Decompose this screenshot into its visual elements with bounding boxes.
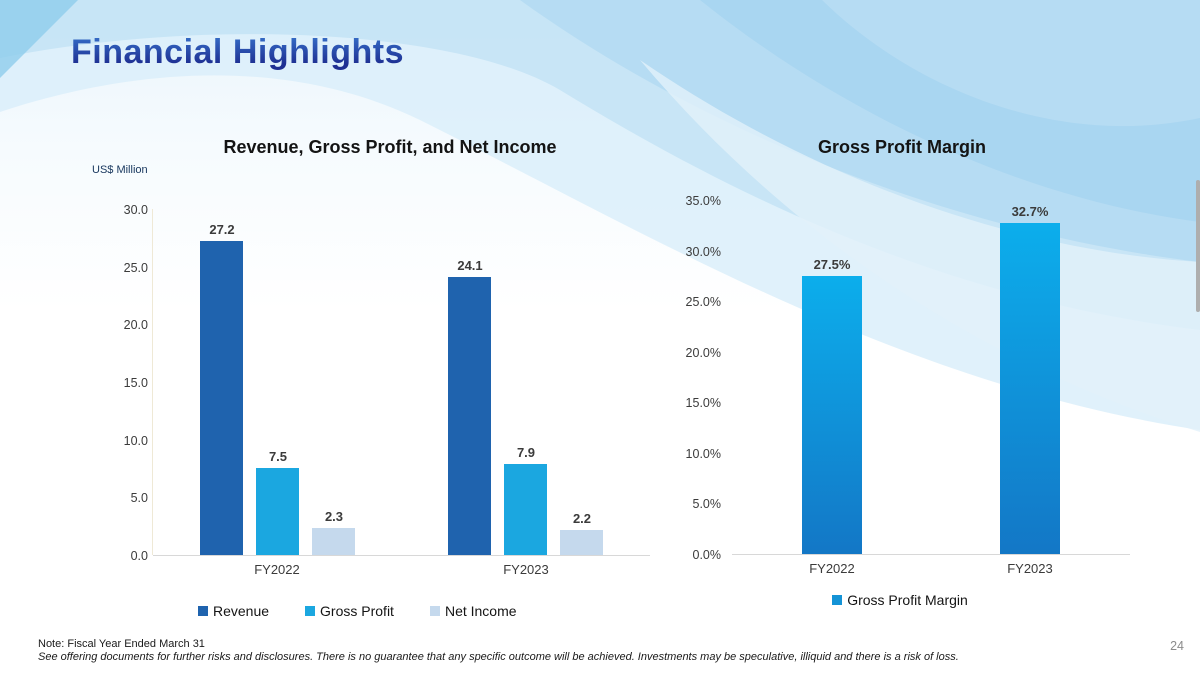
y-tick-label-25-0-: 25.0% [685,295,721,309]
legend-swatch-net-income [429,606,440,616]
y-tick-label-20-0-: 20.0% [685,346,721,360]
bar-revenue-fy2023 [448,277,491,555]
y-tick-label-0-0: 0.0 [130,549,148,563]
bar-value-label-gross-profit-fy2023: 7.9 [516,445,536,460]
bar-value-label-net-income-fy2023: 2.2 [572,511,592,526]
y-tick-label-0-0-: 0.0% [692,548,722,562]
legend-label-gross-profit-margin: Gross Profit Margin [847,592,968,608]
y-tick-label-5-0-: 5.0% [692,497,722,511]
y-tick-label-10-0-: 10.0% [685,447,721,461]
legend-swatch-gross-profit [305,606,316,616]
left-chart-title: Revenue, Gross Profit, and Net Income [223,137,557,157]
y-tick-label-15-0-: 15.0% [685,396,721,410]
left-chart-legend: Revenue Gross Profit Net Income [198,603,517,619]
y-tick-label-15-0: 15.0 [123,376,148,390]
legend-item-revenue: Revenue [198,603,269,619]
legend-item-net-income: Net Income [429,603,517,619]
left-chart-plot-area: 27.2 7.5 2.3 24.1 7.9 2.2 [153,209,650,555]
left-chart-y-axis-line [152,209,153,555]
legend-item-gross-profit: Gross Profit [305,603,394,619]
legend-label-gross-profit: Gross Profit [320,603,394,619]
right-chart-title: Gross Profit Margin [817,137,987,157]
left-chart-x-axis-line [153,555,650,556]
x-axis-label-fy2023: FY2023 [503,562,549,577]
bar-value-label-revenue-fy2022: 27.2 [209,222,235,237]
bar-gross-profit-fy2023 [504,464,547,555]
footnote-disclaimer: See offering documents for further risks… [38,651,959,663]
bar-value-label-gross-profit-fy2022: 7.5 [268,449,288,464]
left-chart-y-tick-labels: 0.0 5.0 10.0 15.0 20.0 25.0 30.0 [60,203,148,563]
bar-net-income-fy2023 [560,530,603,555]
bar-gross-profit-margin-fy2022 [802,276,862,554]
bar-revenue-fy2022 [200,241,243,555]
bar-net-income-fy2022 [312,528,355,555]
right-chart-y-tick-labels: 0.0% 5.0% 10.0% 15.0% 20.0% 25.0% 30.0% 35.0% [640,194,722,562]
y-tick-label-20-0: 20.0 [123,318,148,332]
x-axis-label-fy2022: FY2022 [254,562,300,577]
x-axis-label-fy2023: FY2023 [1007,561,1053,576]
footnote-fiscal-year: Note: Fiscal Year Ended March 31 [38,638,205,650]
bar-gross-profit-fy2022 [256,468,299,555]
right-chart-legend: Gross Profit Margin [700,592,1100,608]
y-tick-label-10-0: 10.0 [123,434,148,448]
legend-label-net-income: Net Income [444,603,517,619]
y-tick-label-30-0: 30.0 [123,203,148,217]
page-number: 24 [1170,639,1184,653]
legend-label-revenue: Revenue [213,603,270,619]
y-tick-label-30-0-: 30.0% [685,245,721,259]
legend-swatch-revenue [198,606,208,616]
right-chart-plot-area: 27.5% 32.7% [733,200,1129,554]
bar-value-label-revenue-fy2023: 24.1 [457,258,483,273]
right-chart-x-axis-line [732,554,1130,555]
bar-gross-profit-margin-fy2023 [1000,223,1060,554]
y-tick-label-5-0: 5.0 [130,491,148,505]
bar-value-label-gross-profit-margin-fy2023: 32.7% [1011,204,1049,219]
y-tick-label-25-0: 25.0 [123,261,148,275]
legend-item-gross-profit-margin: Gross Profit Margin [832,592,968,608]
page-title: Financial Highlights [71,33,405,71]
left-chart-y-axis-unit-label: US$ Million [92,164,148,176]
bar-value-label-gross-profit-margin-fy2022: 27.5% [813,257,851,272]
y-tick-label-35-0-: 35.0% [685,194,721,208]
scrollbar-thumb[interactable] [1196,180,1200,312]
x-axis-label-fy2022: FY2022 [809,561,855,576]
bar-value-label-net-income-fy2022: 2.3 [324,509,344,524]
legend-swatch-gross-profit-margin [832,595,843,605]
